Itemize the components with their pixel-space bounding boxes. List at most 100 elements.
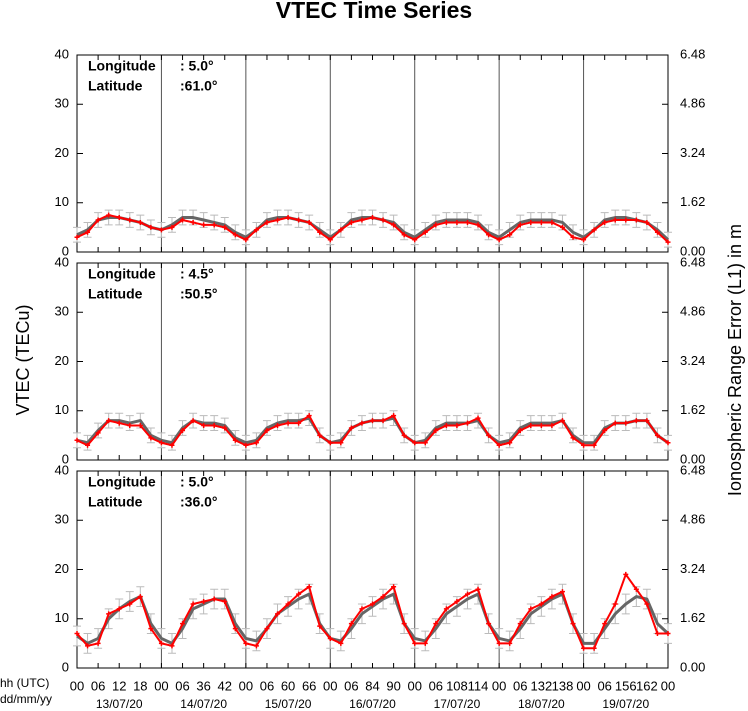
- date-label: 14/07/20: [180, 697, 227, 711]
- point-marker: [264, 427, 270, 433]
- point-marker: [275, 423, 281, 429]
- x-tick-label: 42: [218, 678, 232, 693]
- y-tick-label: 10: [55, 194, 69, 209]
- point-marker: [496, 640, 502, 646]
- point-marker: [412, 237, 418, 243]
- point-marker: [190, 418, 196, 424]
- point-marker: [559, 224, 565, 230]
- date-label: 19/07/20: [602, 697, 649, 711]
- point-marker: [401, 232, 407, 238]
- point-marker: [391, 222, 397, 228]
- point-marker: [232, 437, 238, 443]
- point-marker: [602, 219, 608, 225]
- y2-tick-label: 6.48: [680, 254, 705, 269]
- y-tick-label: 30: [55, 512, 69, 527]
- point-marker: [253, 440, 259, 446]
- point-marker: [359, 420, 365, 426]
- point-marker: [348, 219, 354, 225]
- point-marker: [507, 640, 513, 646]
- point-marker: [507, 440, 513, 446]
- y-tick-label: 40: [55, 462, 69, 477]
- point-marker: [201, 222, 207, 228]
- point-marker: [95, 430, 101, 436]
- point-marker: [380, 594, 386, 600]
- point-marker: [116, 215, 122, 221]
- point-marker: [443, 606, 449, 612]
- point-marker: [654, 631, 660, 637]
- point-marker: [528, 219, 534, 225]
- point-marker: [180, 621, 186, 627]
- date-label: 16/07/20: [349, 697, 396, 711]
- point-marker: [370, 601, 375, 607]
- x-tick-label: 18: [133, 678, 147, 693]
- y2-tick-label: 4.86: [680, 304, 705, 319]
- y2-axis-label: Ionospheric Range Error (L1) in m: [725, 224, 745, 496]
- point-marker: [454, 599, 460, 605]
- point-marker: [654, 229, 660, 235]
- point-marker: [549, 594, 555, 600]
- point-marker: [106, 611, 112, 617]
- point-marker: [475, 222, 481, 228]
- point-marker: [528, 423, 534, 429]
- point-marker: [180, 217, 186, 223]
- point-marker: [422, 640, 428, 646]
- point-marker: [570, 234, 576, 240]
- annotation: : 5.0°: [180, 474, 214, 490]
- x-tick-label: 00: [661, 678, 675, 693]
- point-marker: [475, 415, 481, 421]
- point-marker: [106, 212, 112, 218]
- point-marker: [285, 420, 291, 426]
- y-tick-label: 40: [55, 46, 69, 61]
- point-marker: [116, 606, 122, 612]
- y-tick-label: 10: [55, 610, 69, 625]
- point-marker: [232, 232, 238, 238]
- point-marker: [538, 601, 544, 607]
- point-marker: [338, 440, 344, 446]
- point-marker: [581, 237, 587, 243]
- point-marker: [370, 215, 375, 221]
- date-label: 15/07/20: [265, 697, 312, 711]
- point-marker: [211, 596, 217, 602]
- point-marker: [612, 601, 618, 607]
- point-marker: [190, 601, 196, 607]
- point-marker: [538, 423, 544, 429]
- point-marker: [296, 217, 302, 223]
- point-marker: [306, 219, 312, 225]
- point-marker: [433, 222, 439, 228]
- point-marker: [612, 217, 618, 223]
- x-tick-label: 06: [597, 678, 611, 693]
- point-marker: [232, 626, 238, 632]
- point-marker: [549, 423, 555, 429]
- point-marker: [211, 222, 217, 228]
- x-tick-label: 00: [70, 678, 84, 693]
- point-marker: [137, 423, 143, 429]
- point-marker: [496, 237, 502, 243]
- point-marker: [380, 418, 386, 424]
- y-tick-label: 10: [55, 402, 69, 417]
- point-marker: [433, 427, 439, 433]
- y-tick-label: 30: [55, 304, 69, 319]
- point-marker: [464, 219, 470, 225]
- point-marker: [169, 442, 175, 448]
- point-marker: [169, 224, 175, 230]
- point-marker: [158, 640, 164, 646]
- x-tick-label: 06: [344, 678, 358, 693]
- point-marker: [264, 626, 270, 632]
- point-marker: [602, 427, 608, 433]
- x-tick-label: 84: [365, 678, 379, 693]
- point-marker: [180, 427, 186, 433]
- point-marker: [95, 217, 101, 223]
- point-marker: [148, 626, 154, 632]
- point-marker: [285, 601, 291, 607]
- point-marker: [391, 413, 397, 419]
- point-marker: [253, 227, 259, 233]
- point-marker: [127, 217, 133, 223]
- y-tick-label: 0: [62, 451, 69, 466]
- x-tick-label: 06: [429, 678, 443, 693]
- x-tick-label: 06: [260, 678, 274, 693]
- y-axis-label: VTEC (TECu): [13, 304, 33, 415]
- point-marker: [106, 418, 112, 424]
- point-marker: [85, 643, 91, 649]
- y2-tick-label: 0.00: [680, 659, 705, 674]
- point-marker: [517, 427, 523, 433]
